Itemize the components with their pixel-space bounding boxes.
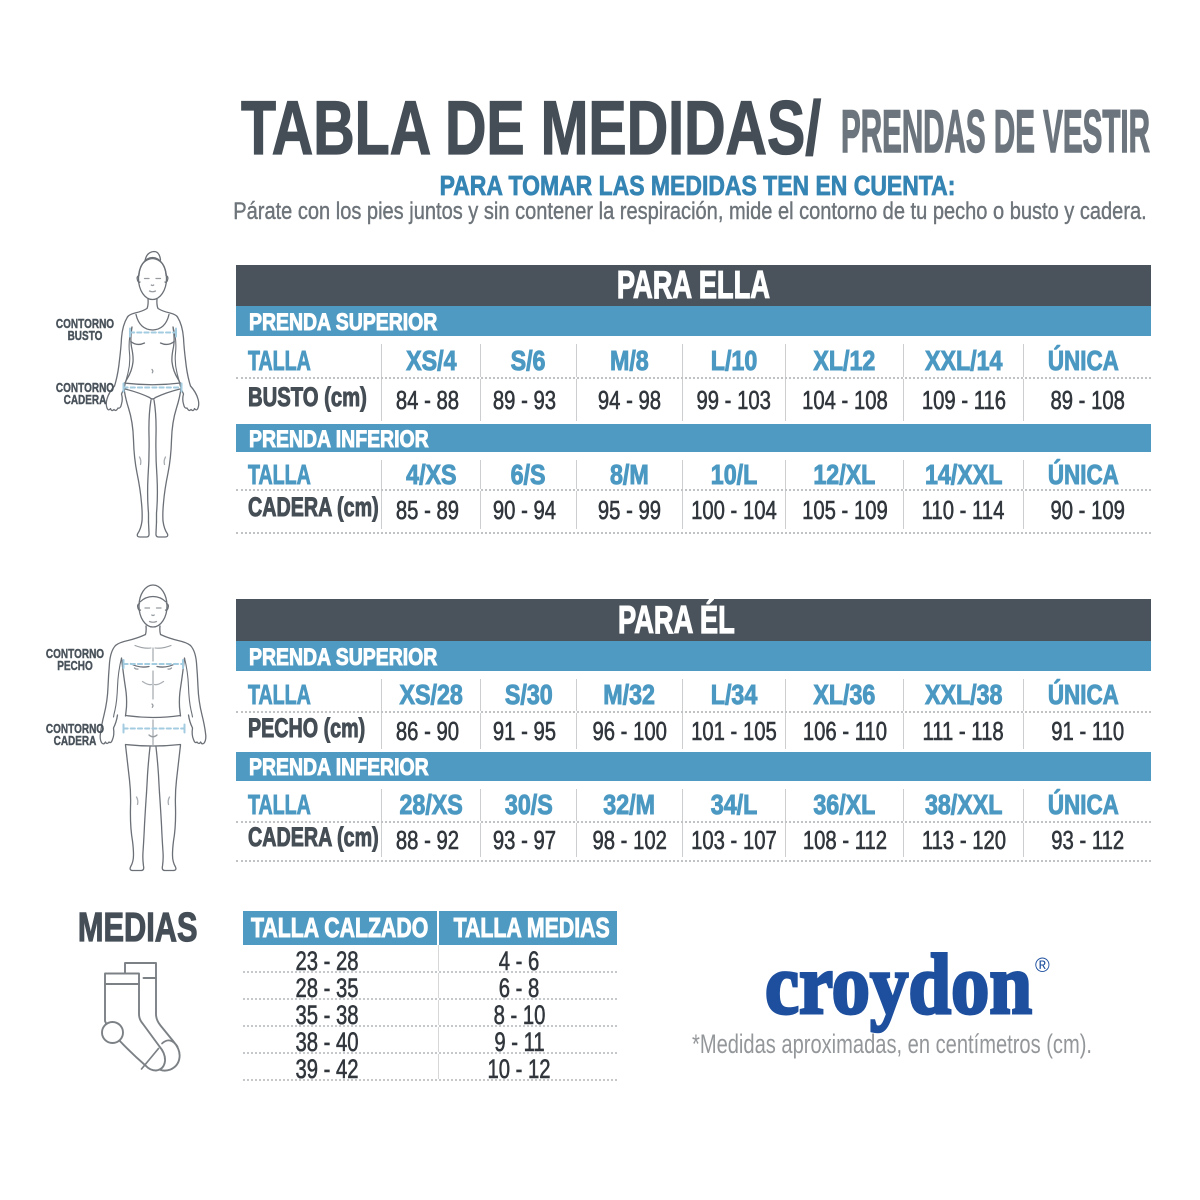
svg-text:croydon: croydon [765, 936, 1032, 1032]
svg-text:*Medidas aproximadas, en centí: *Medidas aproximadas, en centímetros (cm… [692, 1029, 1092, 1059]
svg-text:®: ® [1035, 955, 1050, 977]
